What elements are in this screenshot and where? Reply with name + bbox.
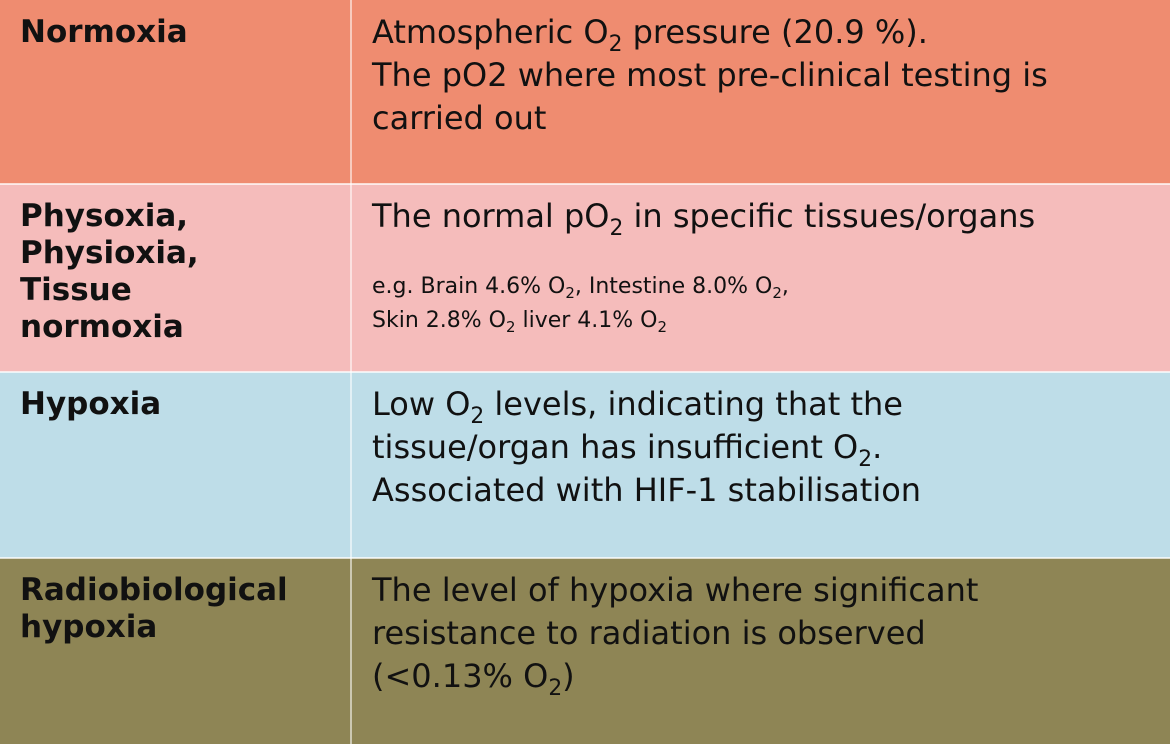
term-label: Physoxia,	[20, 198, 189, 234]
definition-cell-physoxia: The normal pO2 in specific tissues/organ…	[352, 184, 1170, 372]
definition-line: Associated with HIF-1 stabilisation	[372, 471, 922, 509]
definition-cell-hypoxia: Low O2 levels, indicating that the tissu…	[352, 372, 1170, 558]
row-divider	[0, 557, 1170, 559]
example-line: e.g. Brain 4.6% O2, Intestine 8.0% O2,	[372, 274, 789, 303]
term-label: Physioxia,	[20, 235, 199, 271]
definition-line: (<0.13% O2)	[372, 657, 575, 701]
definition-line: carried out	[372, 99, 547, 137]
term-label: normoxia	[20, 309, 184, 345]
definition-line: Atmospheric O2 pressure (20.9 %).	[372, 13, 928, 57]
definition-line: resistance to radiation is observed	[372, 614, 926, 652]
definition-line: The pO2 where most pre-clinical testing …	[372, 56, 1048, 94]
term-cell-normoxia: Normoxia	[0, 0, 352, 184]
term-label: Radiobiological	[20, 572, 288, 608]
term-label: Normoxia	[20, 14, 188, 50]
term-cell-radiobiological-hypoxia: Radiobiological hypoxia	[0, 558, 352, 744]
example-line: Skin 2.8% O2 liver 4.1% O2	[372, 308, 668, 337]
term-label: hypoxia	[20, 609, 158, 645]
row-divider	[0, 371, 1170, 373]
term-cell-physoxia: Physoxia, Physioxia, Tissue normoxia	[0, 184, 352, 372]
definition-line: Low O2 levels, indicating that the	[372, 385, 903, 429]
row-divider	[0, 183, 1170, 185]
term-label: Hypoxia	[20, 386, 162, 422]
term-label: Tissue	[20, 272, 132, 308]
definition-line: The normal pO2 in specific tissues/organ…	[372, 197, 1036, 241]
term-cell-hypoxia: Hypoxia	[0, 372, 352, 558]
definition-line: The level of hypoxia where significant	[372, 571, 979, 609]
definition-line: tissue/organ has insufficient O2.	[372, 428, 883, 472]
definition-cell-normoxia: Atmospheric O2 pressure (20.9 %). The pO…	[352, 0, 1170, 184]
definition-cell-radiobiological-hypoxia: The level of hypoxia where significant r…	[352, 558, 1170, 744]
